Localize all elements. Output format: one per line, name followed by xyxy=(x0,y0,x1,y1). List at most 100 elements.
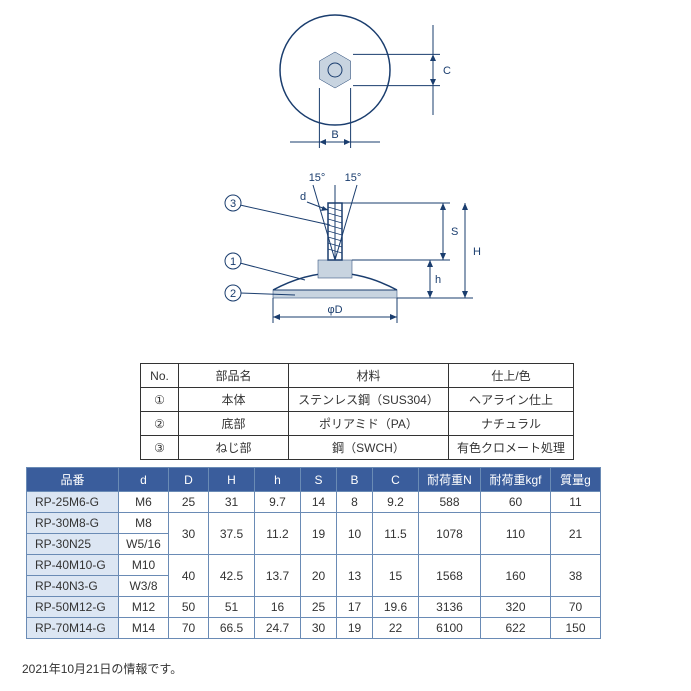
svg-text:φD: φD xyxy=(327,304,342,316)
spec-cell: 9.7 xyxy=(255,492,301,513)
parts-h-no: No. xyxy=(141,364,179,388)
svg-text:C: C xyxy=(443,65,451,77)
spec-cell: 16 xyxy=(255,597,301,618)
spec-cell: 66.5 xyxy=(209,618,255,639)
spec-cell: 1078 xyxy=(419,513,481,555)
parts-cell: ポリアミド（PA） xyxy=(289,412,449,436)
spec-cell: 14 xyxy=(301,492,337,513)
parts-cell: 底部 xyxy=(179,412,289,436)
spec-cell: 10 xyxy=(337,513,373,555)
svg-text:d: d xyxy=(300,191,306,203)
spec-cell: M10 xyxy=(119,555,169,576)
parts-row: ③ねじ部鋼（SWCH）有色クロメート処理 xyxy=(141,436,574,460)
spec-row: RP-40M10-GM104042.513.7201315156816038 xyxy=(27,555,601,576)
spec-code-cell: RP-25M6-G xyxy=(27,492,119,513)
parts-cell: ③ xyxy=(141,436,179,460)
spec-row: RP-70M14-GM147066.524.73019226100622150 xyxy=(27,618,601,639)
parts-cell: ① xyxy=(141,388,179,412)
spec-header-cell: C xyxy=(373,468,419,492)
spec-cell: 42.5 xyxy=(209,555,255,597)
spec-cell: 13.7 xyxy=(255,555,301,597)
svg-text:h: h xyxy=(435,274,441,286)
spec-cell: 70 xyxy=(169,618,209,639)
spec-cell: 37.5 xyxy=(209,513,255,555)
spec-cell: 150 xyxy=(551,618,601,639)
spec-cell: 11.5 xyxy=(373,513,419,555)
spec-header-cell: D xyxy=(169,468,209,492)
spec-cell: W5/16 xyxy=(119,534,169,555)
parts-cell: ヘアライン仕上 xyxy=(449,388,574,412)
spec-cell: 31 xyxy=(209,492,255,513)
parts-header-row: No. 部品名 材料 仕上/色 xyxy=(141,364,574,388)
parts-cell: ナチュラル xyxy=(449,412,574,436)
parts-cell: ステンレス鋼（SUS304） xyxy=(289,388,449,412)
spec-cell: 60 xyxy=(481,492,551,513)
spec-cell: 8 xyxy=(337,492,373,513)
spec-cell: 13 xyxy=(337,555,373,597)
spec-header-cell: B xyxy=(337,468,373,492)
svg-text:1: 1 xyxy=(230,256,236,268)
spec-cell: 24.7 xyxy=(255,618,301,639)
spec-cell: 320 xyxy=(481,597,551,618)
spec-cell: 51 xyxy=(209,597,255,618)
parts-cell: 有色クロメート処理 xyxy=(449,436,574,460)
parts-h-material: 材料 xyxy=(289,364,449,388)
spec-cell: 110 xyxy=(481,513,551,555)
spec-cell: W3/8 xyxy=(119,576,169,597)
spec-cell: 40 xyxy=(169,555,209,597)
spec-code-cell: RP-30N25 xyxy=(27,534,119,555)
spec-header-cell: h xyxy=(255,468,301,492)
spec-cell: 19 xyxy=(301,513,337,555)
spec-cell: 160 xyxy=(481,555,551,597)
svg-text:3: 3 xyxy=(230,198,236,210)
footer-date: 2021年10月21日の情報です。 xyxy=(22,660,182,677)
spec-cell: 19.6 xyxy=(373,597,419,618)
svg-text:15°: 15° xyxy=(345,172,362,184)
spec-cell: 6100 xyxy=(419,618,481,639)
spec-cell: 11 xyxy=(551,492,601,513)
svg-text:B: B xyxy=(331,129,338,141)
parts-cell: 本体 xyxy=(179,388,289,412)
spec-cell: 22 xyxy=(373,618,419,639)
spec-cell: 11.2 xyxy=(255,513,301,555)
spec-cell: M12 xyxy=(119,597,169,618)
spec-cell: 9.2 xyxy=(373,492,419,513)
spec-table: 品番dDHhSBC耐荷重N耐荷重kgf質量g RP-25M6-GM625319.… xyxy=(26,467,601,639)
spec-cell: 70 xyxy=(551,597,601,618)
parts-table: No. 部品名 材料 仕上/色 ①本体ステンレス鋼（SUS304）ヘアライン仕上… xyxy=(140,363,574,460)
spec-code-cell: RP-40M10-G xyxy=(27,555,119,576)
spec-header-cell: d xyxy=(119,468,169,492)
spec-cell: 17 xyxy=(337,597,373,618)
spec-cell: 38 xyxy=(551,555,601,597)
spec-code-cell: RP-70M14-G xyxy=(27,618,119,639)
svg-text:15°: 15° xyxy=(309,172,326,184)
spec-header-cell: S xyxy=(301,468,337,492)
spec-cell: 30 xyxy=(169,513,209,555)
spec-cell: 3136 xyxy=(419,597,481,618)
spec-code-cell: RP-30M8-G xyxy=(27,513,119,534)
spec-cell: M14 xyxy=(119,618,169,639)
parts-row: ②底部ポリアミド（PA）ナチュラル xyxy=(141,412,574,436)
spec-cell: M8 xyxy=(119,513,169,534)
svg-text:H: H xyxy=(473,246,481,258)
spec-cell: M6 xyxy=(119,492,169,513)
parts-h-name: 部品名 xyxy=(179,364,289,388)
spec-cell: 15 xyxy=(373,555,419,597)
spec-cell: 588 xyxy=(419,492,481,513)
spec-header-cell: 品番 xyxy=(27,468,119,492)
spec-header-cell: 耐荷重kgf xyxy=(481,468,551,492)
spec-cell: 25 xyxy=(301,597,337,618)
parts-cell: 鋼（SWCH） xyxy=(289,436,449,460)
parts-row: ①本体ステンレス鋼（SUS304）ヘアライン仕上 xyxy=(141,388,574,412)
spec-cell: 50 xyxy=(169,597,209,618)
spec-header-cell: 質量g xyxy=(551,468,601,492)
spec-row: RP-30M8-GM83037.511.2191011.5107811021 xyxy=(27,513,601,534)
parts-h-finish: 仕上/色 xyxy=(449,364,574,388)
spec-cell: 622 xyxy=(481,618,551,639)
parts-cell: ② xyxy=(141,412,179,436)
spec-cell: 19 xyxy=(337,618,373,639)
parts-cell: ねじ部 xyxy=(179,436,289,460)
spec-cell: 21 xyxy=(551,513,601,555)
spec-row: RP-50M12-GM12505116251719.6313632070 xyxy=(27,597,601,618)
technical-drawing: B C 15° 15° d xyxy=(160,5,510,335)
